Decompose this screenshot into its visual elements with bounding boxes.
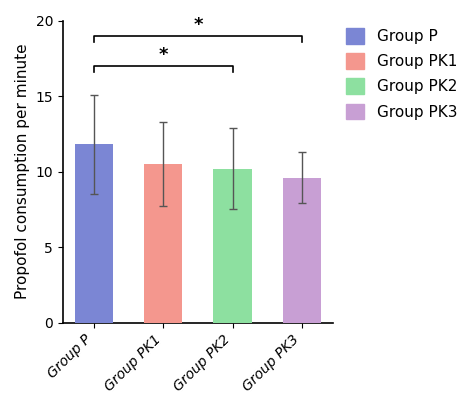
Y-axis label: Propofol consumption per minute: Propofol consumption per minute xyxy=(15,44,30,299)
Bar xyxy=(145,164,182,323)
Bar xyxy=(75,144,113,323)
Legend: Group P, Group PK1, Group PK2, Group PK3: Group P, Group PK1, Group PK2, Group PK3 xyxy=(346,28,457,119)
Text: *: * xyxy=(159,46,168,64)
Bar xyxy=(213,169,252,323)
Bar xyxy=(283,178,321,323)
Text: *: * xyxy=(193,16,203,34)
